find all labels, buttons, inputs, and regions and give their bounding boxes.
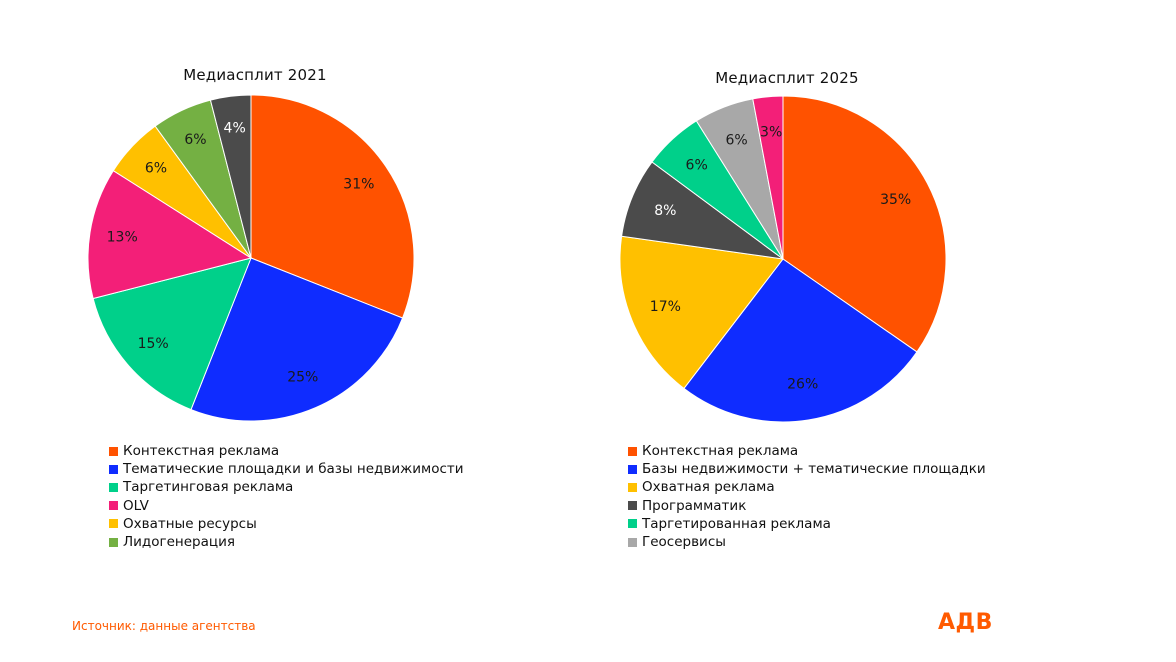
legend-swatch [628, 537, 637, 547]
pie-data-label: 6% [184, 132, 206, 148]
legend-swatch [628, 446, 637, 456]
pie-slice [92, 257, 252, 411]
pie-slice [619, 235, 784, 390]
legend-swatch [628, 519, 637, 529]
legend-item: Лидогенерация [109, 533, 464, 551]
legend-swatch [109, 537, 118, 547]
legend-swatch [109, 519, 118, 529]
pie-slice [683, 258, 918, 423]
legend-label: Тематические площадки и базы недвижимост… [123, 461, 464, 478]
pie-data-label: 6% [686, 158, 708, 174]
legend-swatch [109, 501, 118, 511]
legend-item: OLV [109, 497, 464, 515]
legend-item: Геосервисы [628, 533, 986, 551]
legend-item: Охватная реклама [628, 478, 986, 496]
pie-data-label: 8% [654, 203, 676, 219]
legend-2021: Контекстная реклама Тематические площадки… [109, 442, 464, 551]
legend-2025: Контекстная реклама Базы недвижимости + т… [628, 442, 986, 551]
pie-slice [209, 94, 252, 259]
chart-title-2021: Медиасплит 2021 [183, 66, 327, 84]
legend-label: Контекстная реклама [123, 443, 280, 459]
legend-item: Контекстная реклама [628, 442, 986, 460]
pie-slice [190, 257, 404, 422]
pie-data-label: 35% [880, 192, 911, 208]
pie-data-label: 15% [138, 336, 169, 352]
pie-data-label: 3% [760, 124, 782, 140]
pie-data-label: 4% [224, 121, 246, 137]
logo: АДВ [938, 610, 993, 635]
pie-slice [87, 169, 253, 300]
pie-data-label: 31% [343, 177, 374, 193]
legend-item: Охватные ресурсы [109, 515, 464, 533]
legend-label: Охватная реклама [642, 479, 775, 496]
legend-item: Таргетированная реклама [628, 515, 986, 533]
legend-label: Базы недвижимости + тематические площадк… [642, 461, 986, 478]
legend-item: Базы недвижимости + тематические площадк… [628, 460, 986, 478]
pie-slice [250, 94, 415, 319]
pie-slice [752, 95, 784, 260]
pie-data-label: 13% [107, 230, 138, 246]
legend-label: OLV [123, 497, 149, 514]
pie-data-label: 6% [145, 161, 167, 177]
legend-swatch [628, 501, 637, 511]
legend-item: Программатик [628, 497, 986, 515]
legend-label: Лидогенерация [123, 534, 235, 551]
legend-swatch [628, 464, 637, 474]
legend-label: Таргетинговая реклама [123, 479, 294, 496]
legend-label: Контекстная реклама [642, 443, 799, 459]
legend-label: Геосервисы [642, 534, 726, 551]
chart-title-2025: Медиасплит 2025 [715, 69, 859, 87]
legend-label: Программатик [642, 497, 747, 514]
legend-swatch [109, 483, 118, 492]
legend-label: Охватные ресурсы [123, 515, 257, 532]
legend-label: Таргетированная реклама [642, 515, 831, 532]
pie-data-label: 6% [726, 133, 748, 149]
legend-item: Таргетинговая реклама [109, 478, 464, 496]
pie-slice [782, 95, 947, 353]
pie-data-label: 17% [650, 299, 681, 315]
legend-swatch [109, 464, 118, 474]
legend-swatch [628, 483, 637, 492]
pie-data-label: 26% [787, 377, 818, 393]
legend-item: Тематические площадки и базы недвижимост… [109, 460, 464, 478]
source-note: Источник: данные агентства [72, 619, 256, 633]
legend-swatch [109, 446, 118, 456]
legend-item: Контекстная реклама [109, 442, 464, 460]
pie-data-label: 25% [287, 370, 318, 386]
